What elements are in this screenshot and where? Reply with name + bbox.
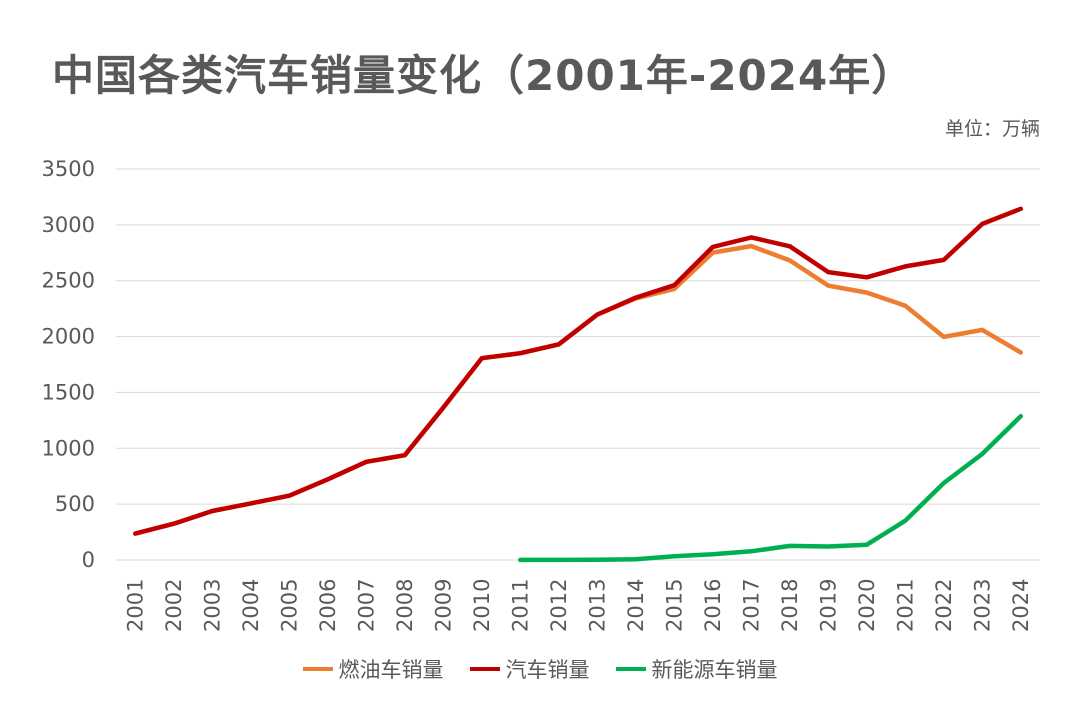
x-tick-label: 2004 xyxy=(239,579,263,632)
unit-label: 单位：万辆 xyxy=(944,118,1040,140)
y-tick-label: 1500 xyxy=(42,380,95,404)
x-tick-label: 2014 xyxy=(624,579,648,632)
x-tick-label: 2005 xyxy=(277,579,301,632)
legend-swatch-fuel xyxy=(302,667,333,671)
x-tick-label: 2024 xyxy=(1009,579,1033,632)
legend-swatch-total xyxy=(469,667,500,671)
x-tick-label: 2003 xyxy=(200,579,224,632)
legend-item-total: 汽车销量 xyxy=(469,654,590,684)
y-tick-label: 2000 xyxy=(42,325,95,349)
y-tick-label: 500 xyxy=(55,492,95,516)
legend-swatch-nev xyxy=(615,667,646,671)
x-tick-label: 2023 xyxy=(970,579,994,632)
series-line-total xyxy=(133,206,1024,536)
legend-item-nev: 新能源车销量 xyxy=(615,654,778,684)
y-tick-label: 0 xyxy=(82,548,95,572)
series-line-fuel xyxy=(133,243,1024,536)
x-tick-label: 2012 xyxy=(547,579,571,632)
chart-title: 中国各类汽车销量变化（2001年-2024年） xyxy=(52,51,915,100)
series-line-nev xyxy=(518,413,1024,563)
x-tick-label: 2009 xyxy=(431,579,455,632)
legend-label-total: 汽车销量 xyxy=(505,658,590,682)
legend-label-fuel: 燃油车销量 xyxy=(338,658,444,682)
x-tick-label: 2015 xyxy=(662,579,686,632)
y-tick-label: 1000 xyxy=(42,436,95,460)
y-tick-label: 3500 xyxy=(42,157,95,181)
x-tick-label: 2021 xyxy=(893,579,917,632)
x-tick-label: 2007 xyxy=(354,579,378,632)
legend-item-fuel: 燃油车销量 xyxy=(302,654,444,684)
y-tick-label: 2500 xyxy=(42,269,95,293)
x-tick-label: 2016 xyxy=(701,579,725,632)
x-tick-label: 2013 xyxy=(585,579,609,632)
x-tick-label: 2010 xyxy=(470,579,494,632)
x-tick-label: 2018 xyxy=(778,579,802,632)
x-tick-label: 2019 xyxy=(816,579,840,632)
x-tick-label: 2020 xyxy=(855,579,879,632)
y-tick-label: 3000 xyxy=(42,213,95,237)
x-tick-label: 2008 xyxy=(393,579,417,632)
legend-label-nev: 新能源车销量 xyxy=(651,658,778,682)
x-tick-label: 2017 xyxy=(739,579,763,632)
x-tick-label: 2006 xyxy=(316,579,340,632)
x-tick-label: 2001 xyxy=(123,579,147,632)
legend: 燃油车销量 汽车销量 新能源车销量 xyxy=(0,654,1080,684)
x-tick-label: 2022 xyxy=(932,579,956,632)
x-tick-label: 2011 xyxy=(508,579,532,632)
x-tick-label: 2002 xyxy=(162,579,186,632)
